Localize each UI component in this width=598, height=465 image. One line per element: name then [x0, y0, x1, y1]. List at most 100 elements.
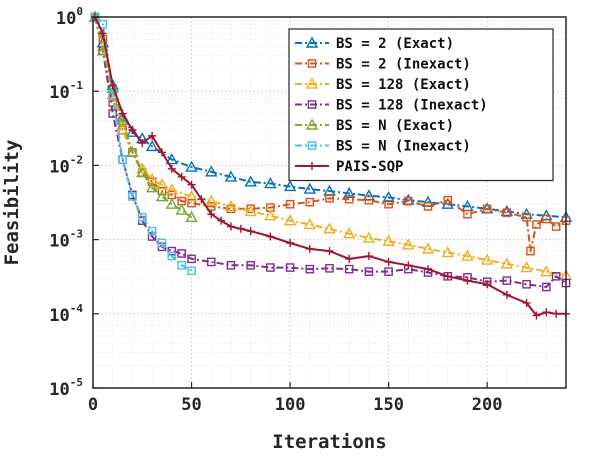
data-point: [285, 263, 295, 272]
y-tick-label: 10-2: [49, 153, 83, 177]
data-point: [155, 190, 169, 202]
data-point: [285, 199, 295, 209]
legend-marker: [307, 141, 317, 150]
data-point: [108, 81, 117, 90]
data-point: [345, 254, 354, 263]
x-tick-label: 150: [373, 395, 404, 415]
data-point: [404, 196, 413, 206]
series-line: [94, 16, 567, 219]
data-point: [463, 209, 472, 219]
data-point: [187, 180, 196, 189]
data-point: [128, 125, 137, 134]
data-point: [226, 222, 235, 231]
data-point: [145, 181, 159, 193]
data-point: [244, 204, 257, 217]
data-point: [404, 261, 413, 270]
data-point: [325, 194, 334, 203]
data-point: [136, 162, 149, 174]
data-point: [246, 261, 255, 270]
data-point: [145, 140, 159, 152]
data-point: [264, 177, 277, 189]
legend-label: BS = 128 (Inexact): [336, 98, 488, 114]
data-point: [443, 272, 452, 281]
y-tick-label: 10-3: [49, 228, 83, 252]
data-point: [205, 194, 218, 206]
tick-marks: [92, 16, 488, 389]
legend-marker: [305, 77, 319, 89]
data-point: [165, 183, 179, 195]
data-point: [305, 244, 314, 253]
legend-entry: BS = N (Inexact): [295, 139, 471, 155]
data-point: [157, 148, 166, 157]
data-point: [552, 309, 561, 318]
legend-label: BS = 2 (Exact): [336, 36, 454, 52]
data-point: [177, 172, 186, 181]
data-point: [187, 254, 196, 264]
legend-marker: [308, 162, 316, 170]
data-point: [461, 249, 474, 261]
data-point: [364, 195, 374, 205]
data-point: [303, 182, 316, 194]
data-point: [167, 164, 176, 173]
data-point: [424, 265, 433, 274]
data-point: [500, 204, 514, 217]
legend-label: BS = 2 (Inexact): [336, 57, 471, 73]
legend-entry: PAIS-SQP: [295, 159, 403, 175]
data-point: [286, 238, 295, 247]
data-point: [155, 178, 169, 190]
data-point: [126, 145, 139, 158]
data-point: [540, 265, 553, 277]
legend: BS = 2 (Exact) BS = 2 (Inexact) BS = 128 (…: [288, 28, 554, 182]
x-axis-title: Iterations: [272, 431, 386, 453]
data-point: [147, 226, 157, 236]
series-bs-2-inexact: [90, 12, 571, 256]
data-point: [344, 194, 354, 204]
y-tick-label: 10-4: [49, 302, 83, 326]
data-point: [167, 251, 177, 261]
data-point: [244, 175, 257, 187]
data-point: [364, 267, 374, 276]
data-point: [264, 209, 277, 221]
data-point: [187, 266, 196, 276]
data-point: [522, 212, 531, 222]
data-point: [541, 214, 551, 224]
legend-entry: BS = 128 (Inexact): [295, 98, 488, 114]
data-point: [177, 261, 186, 270]
data-point: [226, 261, 236, 270]
data-point: [303, 218, 316, 230]
data-point: [532, 311, 541, 320]
data-point: [185, 210, 198, 222]
legend-box: [288, 28, 554, 182]
data-point: [500, 257, 514, 269]
data-point: [551, 222, 561, 231]
data-point: [542, 308, 551, 317]
y-tick-label: 100: [56, 5, 83, 29]
legend-marker: [307, 59, 317, 68]
data-point: [98, 29, 107, 38]
data-point: [483, 280, 492, 289]
data-point: [206, 202, 216, 211]
data-point: [224, 199, 238, 212]
data-point: [185, 190, 198, 202]
data-point: [522, 279, 531, 289]
data-point: [482, 204, 492, 214]
series-pais-sqp: [90, 13, 570, 320]
data-point: [116, 114, 129, 126]
data-point: [205, 165, 218, 177]
data-point: [165, 197, 179, 209]
legend-label: PAIS-SQP: [336, 159, 403, 175]
y-tick-label: 10-1: [49, 79, 83, 103]
data-point: [502, 208, 512, 218]
data-point: [118, 109, 127, 118]
legend-entry: BS = 2 (Inexact): [295, 57, 471, 73]
data-point: [246, 227, 255, 236]
legend-entry: BS = 128 (Exact): [295, 77, 471, 93]
legend-label: BS = 128 (Exact): [336, 77, 471, 93]
data-point: [224, 170, 238, 182]
series-line: [94, 16, 567, 277]
data-point: [520, 261, 533, 273]
data-point: [266, 263, 275, 272]
plot-frame: [92, 16, 567, 389]
data-point: [402, 238, 415, 250]
